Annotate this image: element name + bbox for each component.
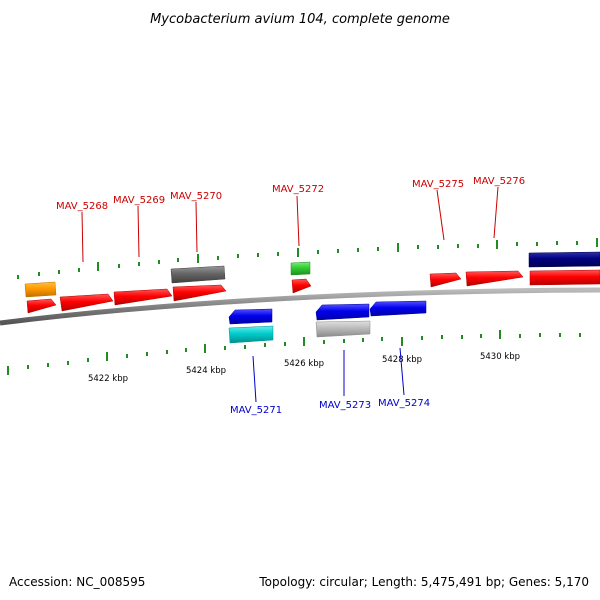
label-mav-5269: MAV_5269 [113, 195, 165, 206]
gene-mav-5271[interactable] [228, 308, 273, 325]
gene-mav-5270-gray[interactable] [170, 265, 226, 284]
scale-label-5424: 5424 kbp [186, 366, 226, 376]
scale-labels: 5422 kbp 5424 kbp 5426 kbp 5428 kbp 5430… [88, 352, 520, 384]
label-mav-5268: MAV_5268 [56, 201, 108, 212]
label-mav-5274: MAV_5274 [378, 398, 430, 409]
gene-mav-5269[interactable] [113, 288, 173, 306]
gene-mav-5275[interactable] [429, 272, 462, 288]
label-mav-5270: MAV_5270 [170, 191, 222, 202]
inner-tick-marks [7, 330, 581, 375]
scale-label-5422: 5422 kbp [88, 374, 128, 384]
gene-mav-5267[interactable] [26, 298, 57, 314]
genome-summary-text: Topology: circular; Length: 5,475,491 bp… [258, 575, 589, 589]
gene-navy[interactable] [528, 251, 600, 268]
forward-strand-genes [24, 251, 600, 314]
scale-label-5430: 5430 kbp [480, 352, 520, 362]
reverse-strand-genes [228, 300, 427, 344]
gene-orange[interactable] [24, 281, 57, 298]
gene-mav-5274[interactable] [369, 300, 427, 317]
label-mav-5276: MAV_5276 [473, 176, 525, 187]
gene-mav-5272[interactable] [291, 278, 312, 294]
forward-leader-lines [81, 186, 499, 263]
gene-lightgray[interactable] [315, 320, 371, 338]
label-mav-5275: MAV_5275 [412, 179, 464, 190]
gene-red-right[interactable] [529, 269, 600, 286]
scale-label-5428: 5428 kbp [382, 355, 422, 365]
gene-mav-5272-green[interactable] [290, 261, 311, 276]
gene-cyan[interactable] [228, 325, 274, 344]
label-mav-5271: MAV_5271 [230, 405, 282, 416]
map-title: Mycobacterium avium 104, complete genome [150, 12, 450, 27]
gene-mav-5270[interactable] [172, 284, 227, 302]
forward-labels: MAV_5268 MAV_5269 MAV_5270 MAV_5272 MAV_… [56, 176, 525, 212]
label-mav-5272: MAV_5272 [272, 184, 324, 195]
gene-mav-5268[interactable] [59, 293, 114, 312]
reverse-labels: MAV_5271 MAV_5273 MAV_5274 [230, 398, 430, 416]
gene-mav-5273[interactable] [315, 303, 370, 321]
gene-mav-5276[interactable] [465, 270, 524, 287]
label-mav-5273: MAV_5273 [319, 400, 371, 411]
outer-tick-marks [17, 238, 598, 279]
genome-backbone [0, 287, 600, 326]
accession-text: Accession: NC_008595 [9, 575, 145, 589]
scale-label-5426: 5426 kbp [284, 359, 324, 369]
reverse-leader-lines [252, 347, 405, 403]
